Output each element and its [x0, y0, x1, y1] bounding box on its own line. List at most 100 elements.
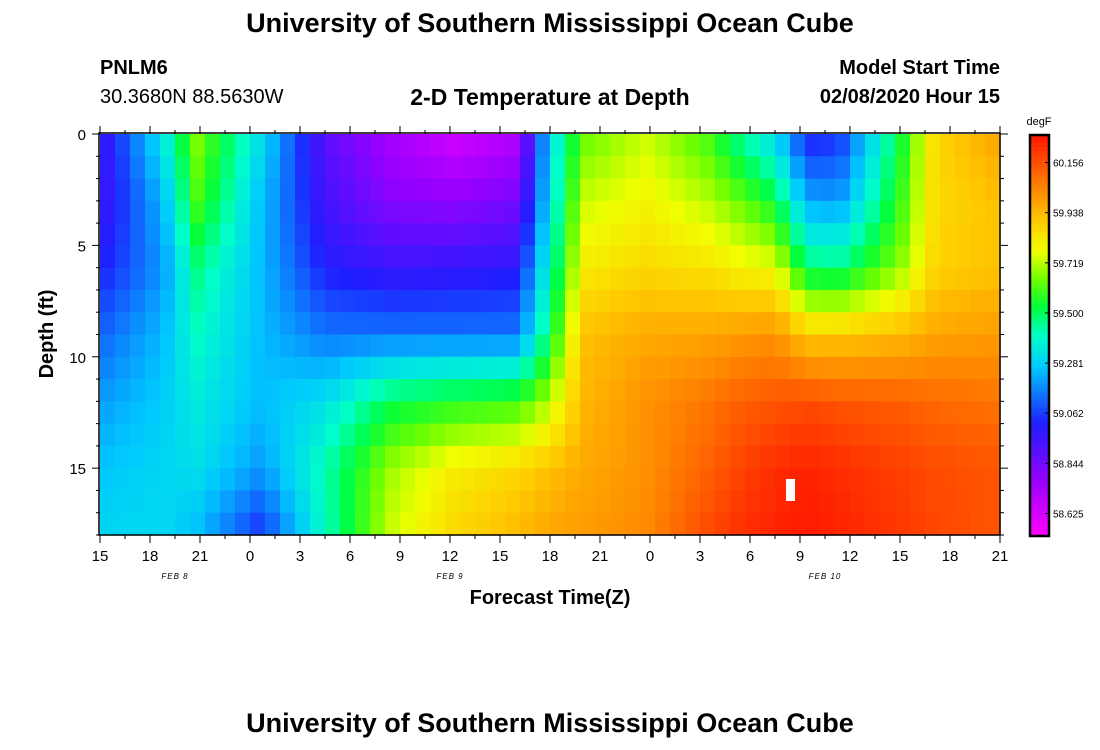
heatmap-cell: [370, 356, 386, 380]
heatmap-cell: [160, 156, 176, 180]
heatmap-cell: [775, 512, 791, 536]
colorbar-segment: [1030, 495, 1049, 501]
heatmap-cell: [415, 178, 431, 202]
heatmap-cell: [490, 490, 506, 514]
heatmap-cell: [565, 379, 581, 402]
heatmap-cell: [550, 245, 566, 269]
heatmap-cell: [370, 423, 386, 447]
heatmap-cell: [505, 423, 521, 447]
colorbar-segment: [1030, 223, 1049, 228]
heatmap-cell: [415, 423, 431, 447]
heatmap-cell: [100, 156, 116, 180]
heatmap-cell: [985, 445, 1001, 469]
heatmap-cell: [625, 512, 641, 536]
heatmap-cell: [625, 200, 641, 224]
heatmap-cell: [445, 468, 461, 492]
heatmap-cell: [745, 223, 761, 246]
heatmap-cell: [640, 178, 656, 202]
colorbar-segment: [1030, 235, 1049, 240]
heatmap-cell: [145, 267, 161, 291]
heatmap-cell: [115, 468, 131, 492]
heatmap-cell: [430, 200, 446, 224]
heatmap-cell: [370, 512, 386, 536]
heatmap-cell: [970, 356, 986, 380]
heatmap-cell: [400, 245, 416, 269]
heatmap-cell: [205, 490, 221, 514]
heatmap-cell: [790, 134, 806, 157]
heatmap-cell: [235, 512, 251, 536]
heatmap-cell: [265, 156, 281, 180]
heatmap-cell: [475, 445, 491, 469]
heatmap-cell: [115, 379, 131, 402]
heatmap-cell: [475, 200, 491, 224]
heatmap-cell: [385, 289, 401, 313]
heatmap-cell: [790, 312, 806, 336]
heatmap-cell: [190, 267, 206, 291]
heatmap-cell: [880, 356, 896, 380]
heatmap-cell: [790, 512, 806, 536]
heatmap-cell: [250, 468, 266, 492]
colorbar-segment: [1030, 151, 1049, 156]
heatmap-cell: [955, 245, 971, 269]
heatmap-cell: [340, 267, 356, 291]
heatmap-cell: [700, 356, 716, 380]
heatmap-cell: [100, 401, 116, 425]
heatmap-cell: [340, 223, 356, 246]
colorbar-segment: [1030, 239, 1049, 244]
heatmap-cell: [655, 200, 671, 224]
heatmap-cell: [370, 156, 386, 180]
heatmap-cell: [880, 490, 896, 514]
heatmap-cell: [595, 178, 611, 202]
heatmap-cell: [235, 401, 251, 425]
heatmap-cell: [805, 468, 821, 492]
colorbar-tick-label: 59.281: [1053, 359, 1084, 370]
heatmap-cell: [520, 178, 536, 202]
heatmap-cell: [790, 200, 806, 224]
y-tick-label: 10: [69, 350, 86, 367]
heatmap-cell: [670, 245, 686, 269]
x-tick-label: 0: [246, 548, 254, 565]
heatmap-cell: [610, 200, 626, 224]
heatmap-cell: [925, 468, 941, 492]
heatmap-cell: [700, 334, 716, 358]
heatmap-cell: [130, 423, 146, 447]
heatmap-cell: [115, 445, 131, 469]
heatmap-cell: [895, 356, 911, 380]
heatmap-cell: [925, 312, 941, 336]
heatmap-cell: [610, 223, 626, 246]
heatmap-cell: [745, 468, 761, 492]
heatmap-cells: [100, 134, 1001, 536]
heatmap-cell: [790, 267, 806, 291]
heatmap-cell: [340, 423, 356, 447]
heatmap-cell: [595, 289, 611, 313]
heatmap-cell: [475, 223, 491, 246]
x-tick-label: 18: [942, 548, 959, 565]
heatmap-cell: [745, 334, 761, 358]
heatmap-cell: [940, 289, 956, 313]
heatmap-cell: [220, 245, 236, 269]
heatmap-cell: [100, 178, 116, 202]
heatmap-cell: [880, 245, 896, 269]
heatmap-cell: [610, 445, 626, 469]
heatmap-cell: [130, 156, 146, 180]
heatmap-cell: [775, 334, 791, 358]
heatmap-cell: [190, 468, 206, 492]
heatmap-cell: [340, 134, 356, 157]
heatmap-cell: [175, 423, 191, 447]
heatmap-cell: [520, 312, 536, 336]
heatmap-cell: [430, 401, 446, 425]
colorbar-segment: [1030, 311, 1049, 316]
heatmap-cell: [640, 423, 656, 447]
heatmap-cell: [325, 200, 341, 224]
heatmap-cell: [430, 468, 446, 492]
heatmap-cell: [385, 223, 401, 246]
heatmap-cell: [295, 223, 311, 246]
heatmap-cell: [235, 156, 251, 180]
colorbar-segment: [1030, 187, 1049, 192]
heatmap-cell: [880, 379, 896, 402]
heatmap-cell: [895, 445, 911, 469]
heatmap-cell: [565, 468, 581, 492]
heatmap-cell: [130, 379, 146, 402]
heatmap-cell: [895, 178, 911, 202]
heatmap-cell: [535, 445, 551, 469]
